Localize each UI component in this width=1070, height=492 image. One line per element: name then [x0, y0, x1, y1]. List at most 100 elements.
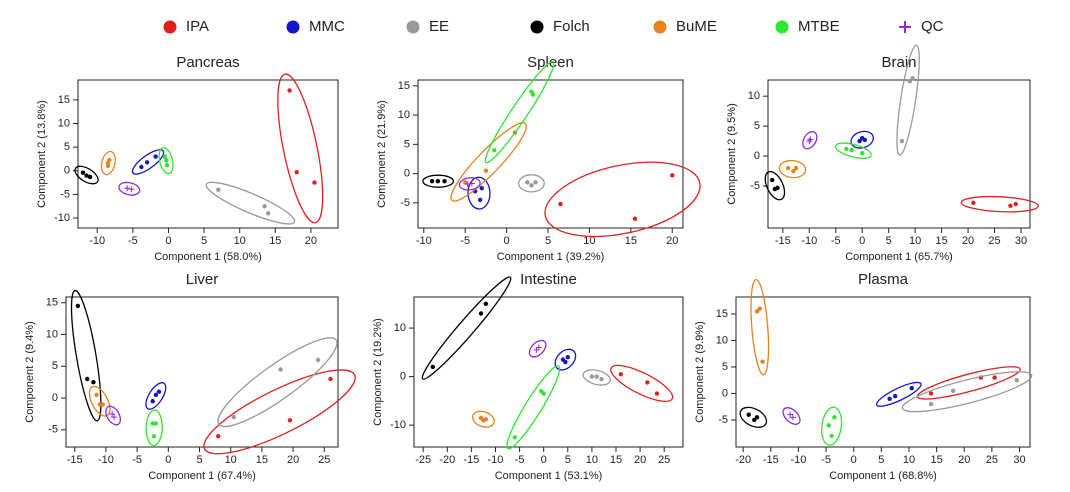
legend-marker	[163, 20, 177, 34]
point	[529, 183, 534, 188]
point	[654, 391, 660, 396]
point	[857, 138, 862, 144]
panel-title: Liver	[186, 271, 219, 288]
group-ellipse	[145, 382, 167, 410]
group-ellipse	[467, 176, 491, 210]
x-tick-label: -5	[128, 235, 138, 247]
y-tick-label: 0	[404, 168, 410, 180]
x-tick-label: -20	[439, 454, 455, 466]
group-ellipse	[901, 371, 1033, 413]
point	[328, 376, 333, 382]
point	[844, 146, 849, 152]
y-tick-label: 0	[754, 150, 760, 162]
plot-frame	[735, 296, 1031, 448]
point	[618, 371, 624, 377]
x-tick-label: 5	[886, 235, 892, 247]
y-tick-label: 15	[716, 308, 728, 320]
series	[118, 181, 141, 196]
point	[216, 433, 221, 439]
y-tick-label: 5	[64, 141, 70, 153]
group-ellipse	[450, 122, 528, 202]
group-ellipse	[582, 369, 611, 386]
y-tick-label: 5	[722, 361, 728, 373]
point	[791, 168, 796, 174]
point	[533, 180, 538, 185]
x-tick-label: 0	[504, 235, 510, 247]
group-ellipse	[506, 365, 561, 450]
group-ellipse	[277, 73, 324, 224]
group-ellipse	[484, 60, 555, 164]
panel-title: Brain	[881, 54, 916, 71]
point	[94, 392, 99, 398]
series	[518, 174, 545, 193]
point	[87, 174, 93, 180]
legend: IPA MMC EE Folch BuME MTBE QC	[163, 18, 944, 35]
series	[205, 181, 296, 225]
x-tick-label: 25	[658, 454, 670, 466]
x-tick-label: -5	[515, 454, 525, 466]
y-tick-label: -5	[750, 180, 760, 192]
x-tick-label: 20	[305, 235, 317, 247]
series	[850, 130, 874, 149]
x-tick-label: -15	[463, 454, 479, 466]
x-tick-label: -20	[735, 454, 751, 466]
point	[479, 186, 484, 191]
point	[100, 402, 106, 407]
point	[670, 173, 675, 178]
group-ellipse	[518, 174, 545, 193]
series	[421, 276, 512, 380]
x-axis-label: Component 1 (53.1%)	[495, 470, 603, 482]
legend-marker	[775, 20, 789, 34]
plot-frame	[413, 296, 684, 448]
point	[1008, 203, 1013, 209]
series	[739, 406, 768, 428]
point	[128, 186, 135, 193]
series	[960, 195, 1039, 213]
panel-title: Pancreas	[176, 54, 239, 71]
y-tick-label: 10	[46, 328, 58, 340]
panel: Pancreas Component 1 (58.0%) Component 2 (…	[36, 54, 339, 263]
y-tick-label: 10	[58, 117, 70, 129]
point	[829, 433, 834, 439]
point	[645, 380, 650, 385]
group-ellipse	[421, 276, 512, 380]
point	[992, 375, 997, 380]
group-ellipse	[782, 407, 801, 425]
point	[216, 187, 221, 192]
y-tick-label: -5	[60, 188, 70, 200]
point	[85, 376, 90, 382]
x-tick-label: 15	[610, 454, 622, 466]
point	[107, 157, 112, 163]
series	[750, 278, 770, 376]
legend-marker	[899, 21, 911, 33]
point	[478, 311, 484, 316]
point	[907, 78, 913, 84]
group-ellipse	[422, 174, 455, 188]
y-axis-label: Component 2 (21.9%)	[376, 100, 388, 208]
series	[528, 339, 547, 358]
x-tick-label: 30	[1015, 235, 1027, 247]
point	[429, 179, 435, 184]
x-tick-label: 15	[269, 235, 281, 247]
series	[422, 174, 455, 188]
x-tick-label: 10	[583, 235, 595, 247]
x-tick-label: -15	[775, 235, 791, 247]
y-tick-label: -5	[718, 414, 728, 426]
series	[820, 406, 843, 446]
point	[164, 158, 169, 163]
x-axis-label: Component 1 (65.7%)	[845, 251, 953, 263]
point	[153, 154, 158, 159]
panel-title: Plasma	[858, 271, 909, 288]
series	[901, 371, 1033, 413]
series	[203, 369, 356, 455]
point	[80, 170, 86, 175]
x-tick-label: -10	[98, 454, 114, 466]
series	[70, 289, 102, 422]
x-tick-label: 10	[586, 454, 598, 466]
point	[156, 389, 162, 394]
point	[111, 414, 118, 421]
panel: Liver Component 1 (67.4%) Component 2 (9.4…	[24, 271, 356, 482]
panel-title: Intestine	[520, 271, 577, 288]
series	[467, 176, 491, 210]
point	[483, 301, 489, 306]
